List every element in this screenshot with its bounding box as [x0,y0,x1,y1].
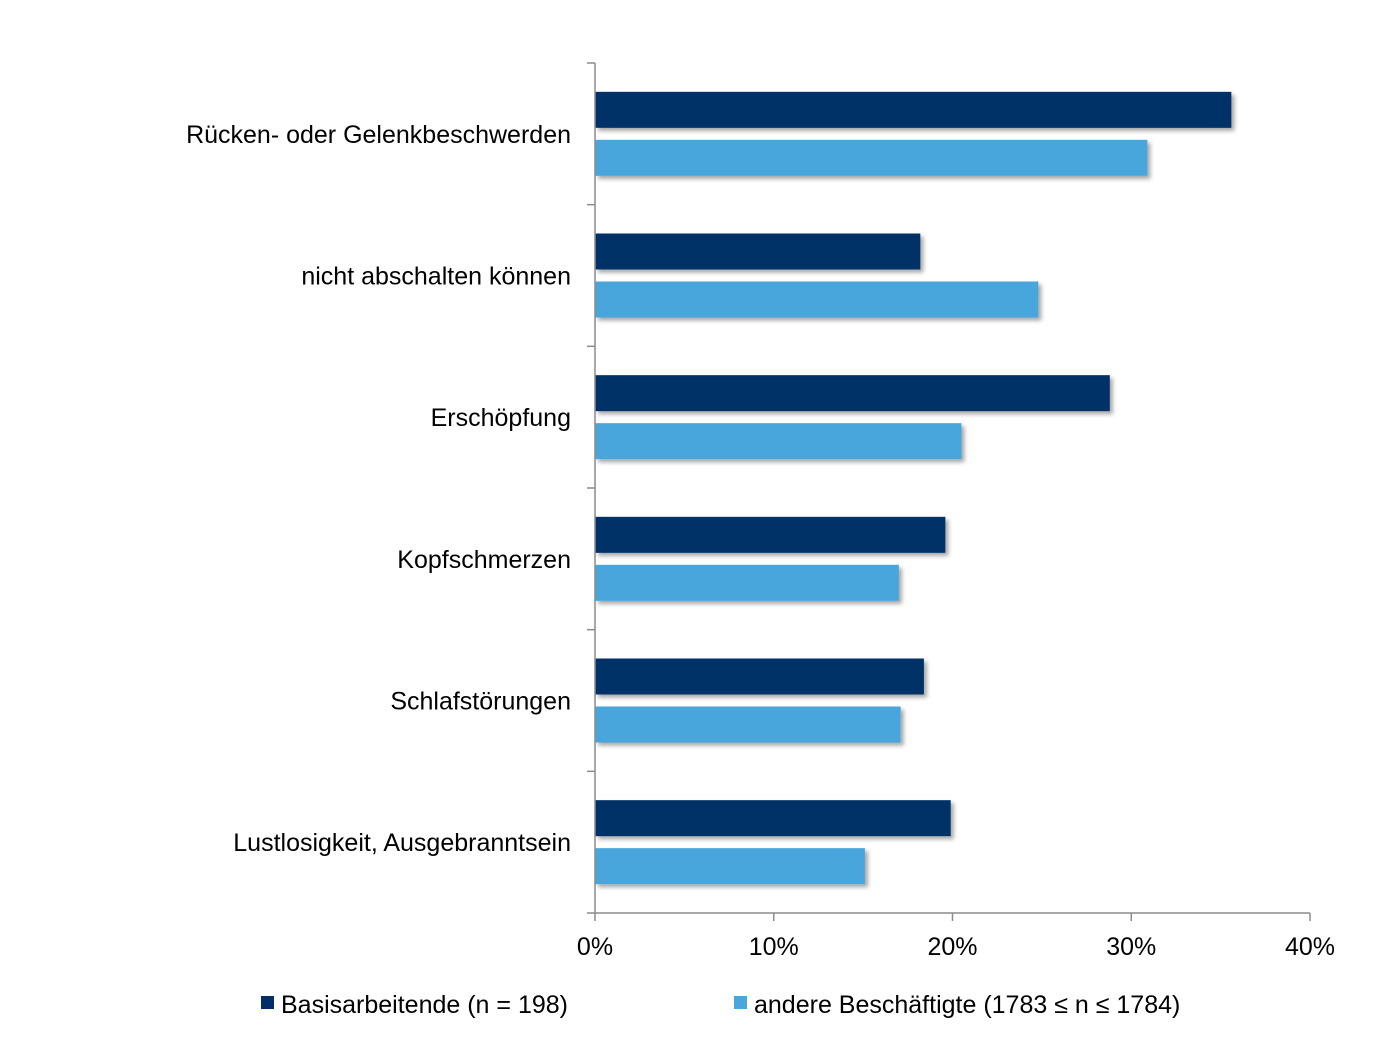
x-tick-label: 40% [1285,933,1335,961]
bar-andere-0 [595,139,1148,176]
category-label: Erschöpfung [431,404,571,432]
bar-andere-1 [595,281,1039,318]
category-label: Schlafstörungen [390,688,571,716]
plot-area: Rücken- oder Gelenkbeschwerden nicht absc… [186,62,1335,961]
x-tick-label: 30% [1106,933,1156,961]
x-tick-label: 10% [749,933,799,961]
bar-basisarbeitende-2 [595,375,1110,412]
bar-basisarbeitende-5 [595,800,951,837]
legend-swatch-1 [734,996,747,1009]
bar-andere-4 [595,706,901,743]
legend: Basisarbeitende (n = 198) andere Beschäft… [261,991,1180,1019]
category-label: nicht abschalten können [301,263,571,291]
bar-andere-2 [595,423,962,460]
legend-swatch-0 [261,996,274,1009]
x-tick-label: 0% [577,933,613,961]
category-label: Kopfschmerzen [397,546,571,574]
x-tick-label: 20% [927,933,977,961]
bar-basisarbeitende-0 [595,91,1232,128]
bar-andere-5 [595,848,865,885]
legend-label-0: Basisarbeitende (n = 198) [281,991,568,1019]
category-label: Rücken- oder Gelenkbeschwerden [186,121,571,149]
bar-andere-3 [595,564,899,601]
bar-basisarbeitende-1 [595,233,921,270]
legend-label-1: andere Beschäftigte (1783 ≤ n ≤ 1784) [754,991,1180,1019]
bar-basisarbeitende-4 [595,658,924,695]
category-label: Lustlosigkeit, Ausgebranntsein [233,829,571,857]
bar-basisarbeitende-3 [595,516,946,553]
